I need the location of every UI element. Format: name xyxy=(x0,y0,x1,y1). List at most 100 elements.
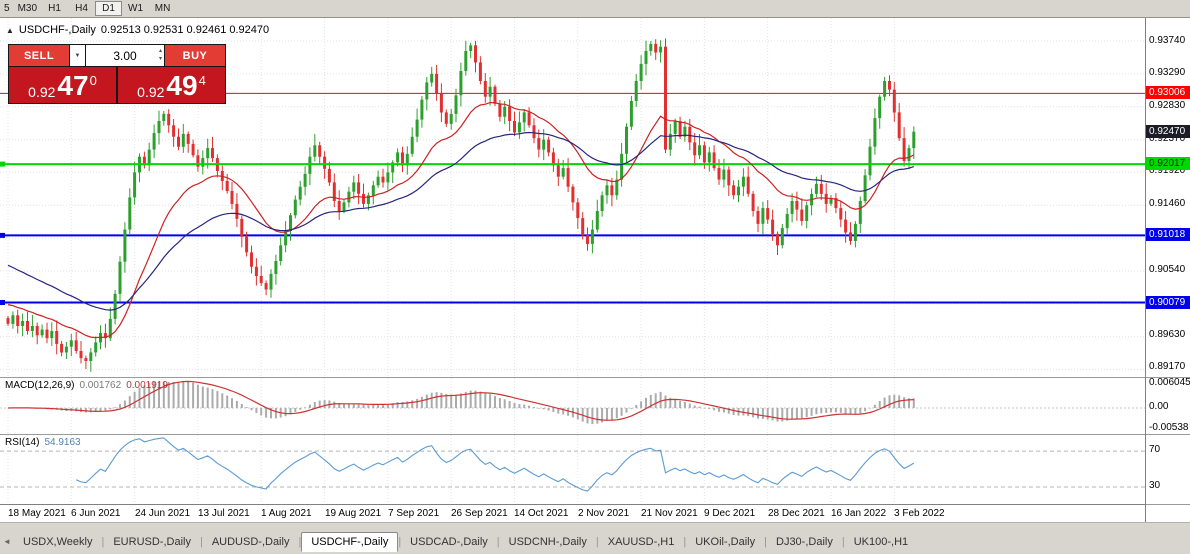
horizontal-scrollbar[interactable] xyxy=(0,522,1190,529)
chart-ohlc-values: 0.92513 0.92531 0.92461 0.92470 xyxy=(100,24,270,36)
buy-price-big-digits: 49 xyxy=(166,70,198,101)
timeframe-button-h4[interactable]: H4 xyxy=(75,3,88,14)
chart-tabs-bar: ◄ USDX,Weekly | EURUSD-,Daily | AUDUSD-,Daily… xyxy=(0,529,1190,554)
chart-tab-xauusd-h1[interactable]: XAUUSD-,H1 xyxy=(607,535,675,548)
price-axis-label: 0.89630 xyxy=(1149,329,1186,340)
candlestick-chart[interactable] xyxy=(0,18,1145,377)
price-axis-label: 0.91920 xyxy=(1149,165,1186,176)
sell-price-display[interactable]: 0.92 47 0 xyxy=(9,67,116,103)
chart-tab-dj30-daily[interactable]: DJ30-,Daily xyxy=(776,535,833,548)
sell-price-prefix: 0.92 xyxy=(28,84,56,100)
price-axis-label: 0.92370 xyxy=(1149,133,1186,144)
chart-symbol-label: USDCHF-,Daily xyxy=(18,24,96,36)
chart-tab-usdchf-daily[interactable]: USDCHF-,Daily xyxy=(301,531,399,552)
timeframe-button-mn[interactable]: MN xyxy=(154,3,171,14)
buy-price-pip: 4 xyxy=(198,73,206,88)
timeframe-toolbar: 5 M30 H1 H4 D1 W1 MN xyxy=(0,0,1190,18)
chart-tab-ukoil-daily[interactable]: UKOil-,Daily xyxy=(695,535,756,548)
rsi-axis-label: 70 xyxy=(1149,444,1161,455)
x-axis-label: 1 Aug 2021 xyxy=(261,508,312,519)
volume-field[interactable]: 3.00 ▴ ▾ xyxy=(86,45,164,66)
x-axis-label: 26 Sep 2021 xyxy=(451,508,508,519)
x-axis-label: 2 Nov 2021 xyxy=(578,508,630,519)
current-price-badge: 0.92470 xyxy=(1146,125,1190,138)
price-axis-label: 0.93290 xyxy=(1149,67,1186,78)
chart-title: ▲ USDCHF-,Daily 0.92513 0.92531 0.92461 … xyxy=(6,24,269,36)
price-level-badge[interactable]: 0.93006 xyxy=(1146,86,1190,99)
volume-spinner[interactable]: ▴ ▾ xyxy=(159,47,162,63)
rsi-value: 54.9163 xyxy=(44,437,81,448)
chart-tab-usdx-weekly[interactable]: USDX,Weekly xyxy=(23,535,93,548)
x-axis-label: 3 Feb 2022 xyxy=(894,508,945,519)
rsi-indicator-panel[interactable]: RSI(14) 54.9163 xyxy=(0,434,1145,504)
volume-value: 3.00 xyxy=(113,48,137,63)
tab-separator: | xyxy=(841,535,845,548)
chart-tab-usdcad-daily[interactable]: USDCAD-,Daily xyxy=(410,535,488,548)
x-axis-label: 6 Jun 2021 xyxy=(71,508,121,519)
price-level-badge[interactable]: 0.91018 xyxy=(1146,228,1190,241)
x-axis-label: 13 Jul 2021 xyxy=(198,508,250,519)
tab-separator: | xyxy=(398,535,402,548)
macd-axis-label: 0.00 xyxy=(1149,401,1169,412)
buy-price-display[interactable]: 0.92 49 4 xyxy=(118,67,225,103)
price-axis-label: 0.92830 xyxy=(1149,100,1186,111)
chart-tab-audusd-daily[interactable]: AUDUSD-,Daily xyxy=(211,535,290,548)
tab-separator: | xyxy=(496,535,500,548)
tab-separator: | xyxy=(101,535,105,548)
rsi-chart xyxy=(0,435,1145,504)
timeframe-button-w1[interactable]: W1 xyxy=(128,3,144,14)
x-axis-label: 14 Oct 2021 xyxy=(514,508,569,519)
volume-dropdown-caret-icon[interactable]: ▼ xyxy=(70,45,85,66)
x-axis-label: 7 Sep 2021 xyxy=(388,508,440,519)
sell-price-big-digits: 47 xyxy=(57,70,89,101)
x-axis-label: 9 Dec 2021 xyxy=(704,508,756,519)
timeframe-button-5[interactable]: 5 xyxy=(4,3,10,14)
macd-main-value: 0.001762 xyxy=(79,380,122,391)
spinner-up-icon[interactable]: ▴ xyxy=(158,48,162,54)
x-axis-label: 24 Jun 2021 xyxy=(135,508,191,519)
rsi-label: RSI(14) 54.9163 xyxy=(5,437,81,448)
axis-divider xyxy=(1146,504,1190,505)
axis-divider xyxy=(1146,377,1190,378)
macd-label: MACD(12,26,9) 0.001762 0.001919 xyxy=(5,380,168,391)
rsi-name: RSI(14) xyxy=(5,437,40,448)
macd-axis-label: 0.006045 xyxy=(1149,377,1190,388)
trade-panel-toggle-icon[interactable]: ▲ xyxy=(6,25,14,35)
price-axis-label: 0.93740 xyxy=(1149,35,1186,46)
timeframe-button-h1[interactable]: H1 xyxy=(48,3,61,14)
tab-separator: | xyxy=(595,535,599,548)
tab-separator: | xyxy=(298,535,302,548)
chart-tab-usdcnh-daily[interactable]: USDCNH-,Daily xyxy=(508,535,587,548)
macd-signal-value: 0.001919 xyxy=(126,380,168,391)
macd-chart xyxy=(0,378,1145,434)
one-click-trading-panel: SELL ▼ 3.00 ▴ ▾ BUY 0.92 47 0 0.92 49 4 xyxy=(8,44,226,104)
buy-button[interactable]: BUY xyxy=(165,45,225,66)
macd-name: MACD(12,26,9) xyxy=(5,380,75,391)
price-level-badge[interactable]: 0.92017 xyxy=(1146,157,1190,170)
axis-divider xyxy=(1146,434,1190,435)
timeframe-button-m30[interactable]: M30 xyxy=(17,3,38,14)
price-axis-label: 0.89170 xyxy=(1149,361,1186,372)
price-axis-label: 0.91460 xyxy=(1149,198,1186,209)
macd-axis-label: -0.00538 xyxy=(1149,422,1189,433)
x-axis-label: 18 May 2021 xyxy=(8,508,66,519)
x-axis-label: 16 Jan 2022 xyxy=(831,508,887,519)
price-chart[interactable]: ▲ USDCHF-,Daily 0.92513 0.92531 0.92461 … xyxy=(0,18,1145,377)
sell-button[interactable]: SELL xyxy=(9,45,69,66)
timeframe-button-d1[interactable]: D1 xyxy=(95,1,123,16)
price-axis: 0.93740 0.93290 0.92830 0.92370 0.91920 0.914… xyxy=(1145,18,1190,522)
price-level-badge[interactable]: 0.90079 xyxy=(1146,296,1190,309)
x-axis-label: 19 Aug 2021 xyxy=(325,508,382,519)
tab-scroll-left-icon[interactable]: ◄ xyxy=(3,537,11,546)
rsi-axis-label: 30 xyxy=(1149,480,1161,491)
sell-price-pip: 0 xyxy=(89,73,97,88)
spinner-down-icon[interactable]: ▾ xyxy=(158,56,162,62)
x-axis-label: 28 Dec 2021 xyxy=(768,508,825,519)
chart-tab-uk100-h1[interactable]: UK100-,H1 xyxy=(853,535,909,548)
macd-indicator-panel[interactable]: MACD(12,26,9) 0.001762 0.001919 xyxy=(0,377,1145,434)
chart-tab-eurusd-daily[interactable]: EURUSD-,Daily xyxy=(113,535,191,548)
time-axis: 18 May 2021 6 Jun 2021 24 Jun 2021 13 Jul 2… xyxy=(0,504,1145,522)
tab-separator: | xyxy=(764,535,767,548)
price-axis-label: 0.90540 xyxy=(1149,264,1186,275)
